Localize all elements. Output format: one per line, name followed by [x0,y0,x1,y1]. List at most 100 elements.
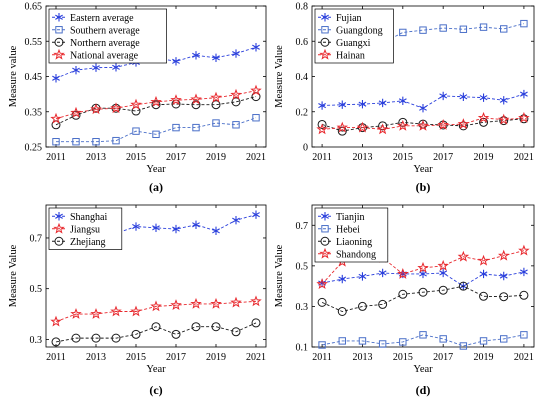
x-tick-label: 2019 [474,352,494,363]
data-point [459,92,468,101]
data-point [419,26,427,34]
data-point [92,138,100,146]
data-point [172,224,180,234]
x-tick-label: 2021 [514,152,534,163]
x-axis-label: Year [146,364,166,375]
data-point [112,136,120,145]
y-tick-label: 0.1 [296,343,309,354]
series-liaoning [317,281,529,316]
y-tick-label: 0.3 [30,335,43,346]
data-point [397,119,409,131]
data-point [252,210,260,219]
x-tick-label: 2021 [246,152,266,163]
legend-marker [55,26,63,34]
data-point [52,74,60,83]
data-point [438,285,448,295]
data-point [91,333,101,343]
plot-frame [311,204,535,348]
series-line [322,23,525,44]
y-tick-label: 0.55 [25,37,43,48]
data-point [130,98,142,110]
data-point [151,322,161,332]
y-tick-label: 0.5 [30,284,43,295]
data-point [210,91,222,103]
legend-label: Eastern average [70,13,134,24]
data-point [92,63,100,72]
y-axis-label: Measure Value [274,244,285,307]
data-point [151,100,161,110]
data-point [318,341,326,349]
x-tick-label: 2021 [514,352,534,363]
data-point [110,102,122,114]
data-point [252,43,260,52]
data-point [497,249,510,261]
legend-label: Jiangsu [70,224,100,235]
legend-label: Hebei [336,224,360,235]
series-line [322,334,524,347]
legend-box [48,8,167,64]
y-axis-label: Measure value [8,45,19,107]
legend-label: Tianjin [336,212,365,223]
data-point [520,331,528,339]
data-point [418,287,428,297]
data-point [52,138,60,146]
y-tick-label: 0.65 [25,2,43,13]
panel-label: (c) [149,383,162,397]
data-point [398,289,408,299]
data-point [458,121,468,131]
panel-label: (a) [149,180,163,194]
x-tick-label: 2021 [246,352,266,363]
data-point [419,104,427,113]
data-point [378,98,387,108]
x-tick-label: 2013 [86,152,106,163]
data-point [132,127,140,135]
data-point [437,118,449,130]
x-tick-label: 2017 [433,152,453,163]
data-point [458,281,468,291]
legend-marker [321,225,329,233]
legend-marker [320,37,330,47]
data-point [192,220,200,229]
panel-d: 2011 2013 2015 2017 2019 2021 0.1 0.3 0.5 0.7 Year… [274,204,535,397]
x-tick-label: 2013 [352,152,372,163]
data-point [317,119,327,129]
data-point [500,335,508,343]
data-point [457,118,470,129]
y-tick-label: 0.7 [30,233,43,244]
series-zhejiang [51,318,261,347]
legend-label: Southern average [70,25,140,36]
data-point [230,88,242,100]
data-point [192,51,200,60]
data-point [191,322,201,332]
data-point [90,103,102,115]
x-tick-label: 2013 [352,352,372,363]
data-point [231,327,241,337]
data-point [192,123,200,132]
panel-c: 2011 2013 2015 2017 2019 2021 0.3 0.5 0.7 Year Mea… [8,204,267,397]
series-line [55,96,257,126]
series-jiangsu [50,295,262,327]
data-point [417,119,429,131]
data-point [397,267,409,279]
series-fujian [318,89,528,113]
data-point [499,116,509,126]
data-point [378,121,388,131]
legend-marker [55,13,63,22]
data-point [150,300,162,312]
legend-marker [321,212,329,221]
data-point [479,269,488,279]
data-point [317,297,327,307]
y-tick-label: 0.5 [296,261,309,272]
y-tick-label: 0.35 [25,107,43,118]
legend-marker [55,212,63,221]
data-point [439,335,447,343]
data-point [111,333,121,343]
series-line [321,285,524,312]
x-tick-label: 2013 [86,352,106,363]
y-tick-label: 0.45 [25,72,43,83]
data-point [499,292,509,302]
data-point [399,338,407,346]
legend-marker [53,48,65,60]
x-tick-label: 2011 [312,152,332,163]
